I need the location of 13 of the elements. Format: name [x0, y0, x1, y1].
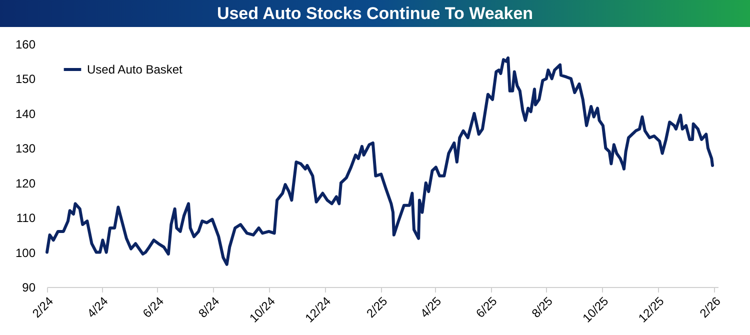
chart-title: Used Auto Stocks Continue To Weaken [0, 0, 750, 27]
x-tick-label: 4/24 [84, 294, 111, 321]
y-tick-label: 120 [15, 176, 36, 190]
line-series [46, 56, 714, 266]
y-tick-label: 90 [22, 280, 36, 294]
y-tick-label: 130 [15, 142, 36, 156]
y-tick-label: 100 [15, 246, 36, 260]
y-tick-label: 110 [16, 211, 36, 226]
y-tick-label: 160 [15, 38, 36, 52]
y-tick-label: 150 [15, 72, 36, 86]
x-tick-label: 6/24 [140, 294, 167, 321]
y-tick-label: 140 [15, 106, 36, 121]
legend-label: Used Auto Basket [87, 62, 184, 76]
